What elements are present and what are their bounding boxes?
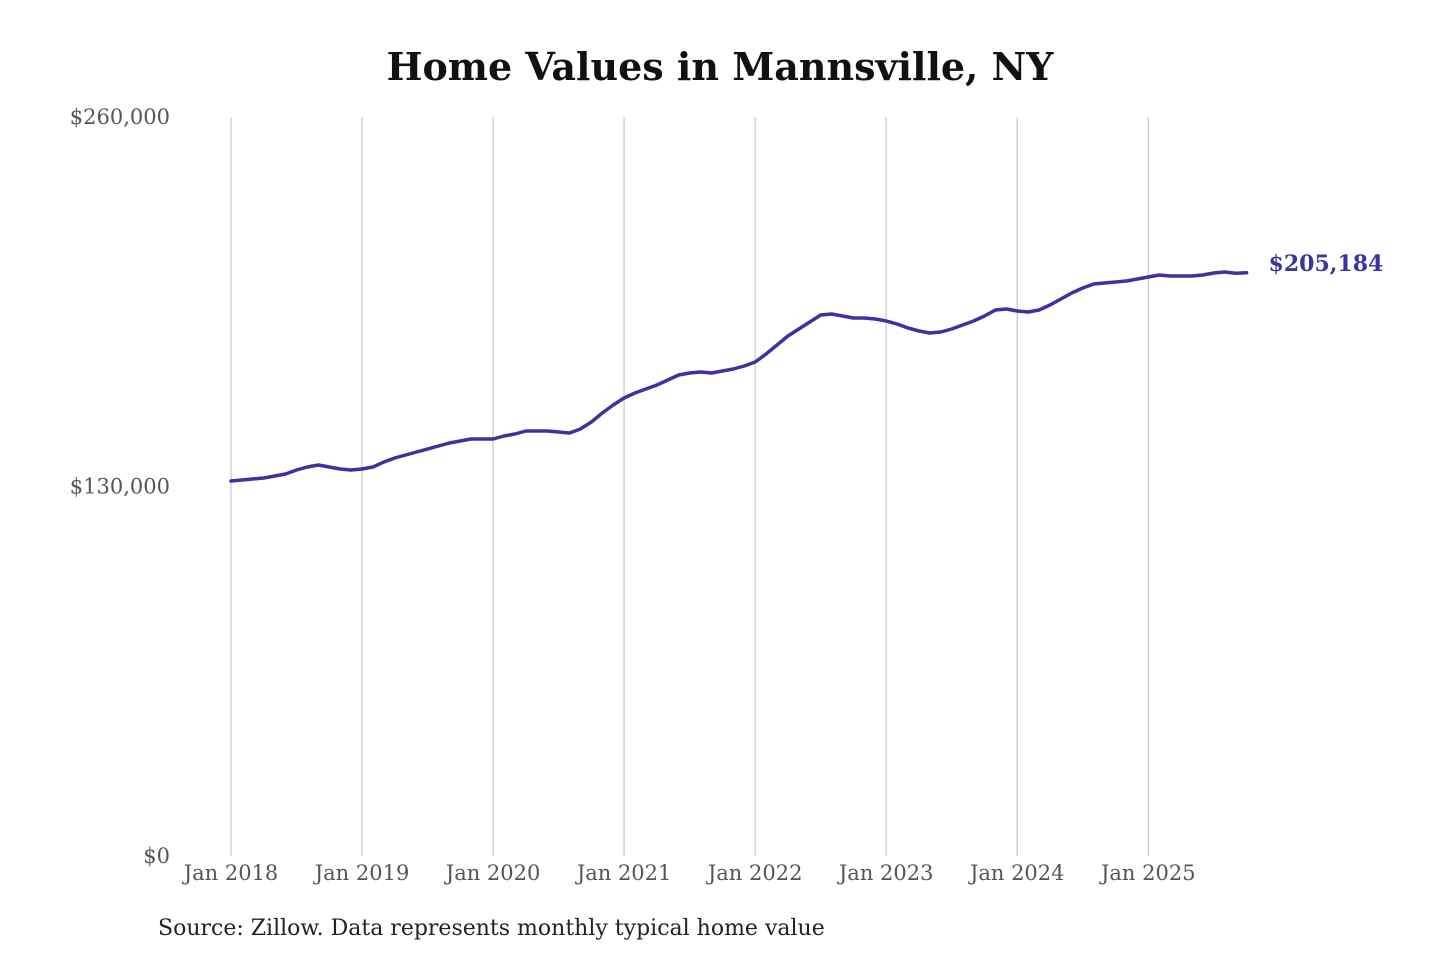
x-axis-ticks: Jan 2018 Jan 2019 Jan 2020 Jan 2021 Jan 2022… bbox=[182, 861, 1196, 885]
y-axis-ticks: $0 $130,000 $260,000 bbox=[70, 105, 170, 868]
x-tick-label: Jan 2021 bbox=[575, 861, 672, 885]
x-tick-label: Jan 2025 bbox=[1099, 861, 1196, 885]
source-note: Source: Zillow. Data represents monthly … bbox=[158, 916, 825, 941]
y-tick-label: $130,000 bbox=[70, 475, 170, 499]
x-tick-label: Jan 2023 bbox=[837, 861, 934, 885]
x-tick-label: Jan 2018 bbox=[182, 861, 279, 885]
series: $205,184 bbox=[229, 251, 1384, 483]
end-value-label: $205,184 bbox=[1269, 251, 1384, 277]
chart-title: Home Values in Mannsville, NY bbox=[386, 44, 1054, 89]
x-tick-label: Jan 2019 bbox=[313, 861, 410, 885]
x-tick-label: Jan 2020 bbox=[444, 861, 541, 885]
y-tick-label: $0 bbox=[143, 844, 170, 868]
gridlines bbox=[230, 117, 1149, 856]
x-tick-label: Jan 2022 bbox=[706, 861, 803, 885]
y-tick-label: $260,000 bbox=[70, 105, 170, 129]
series-line bbox=[229, 270, 1249, 483]
x-tick-label: Jan 2024 bbox=[968, 861, 1065, 885]
